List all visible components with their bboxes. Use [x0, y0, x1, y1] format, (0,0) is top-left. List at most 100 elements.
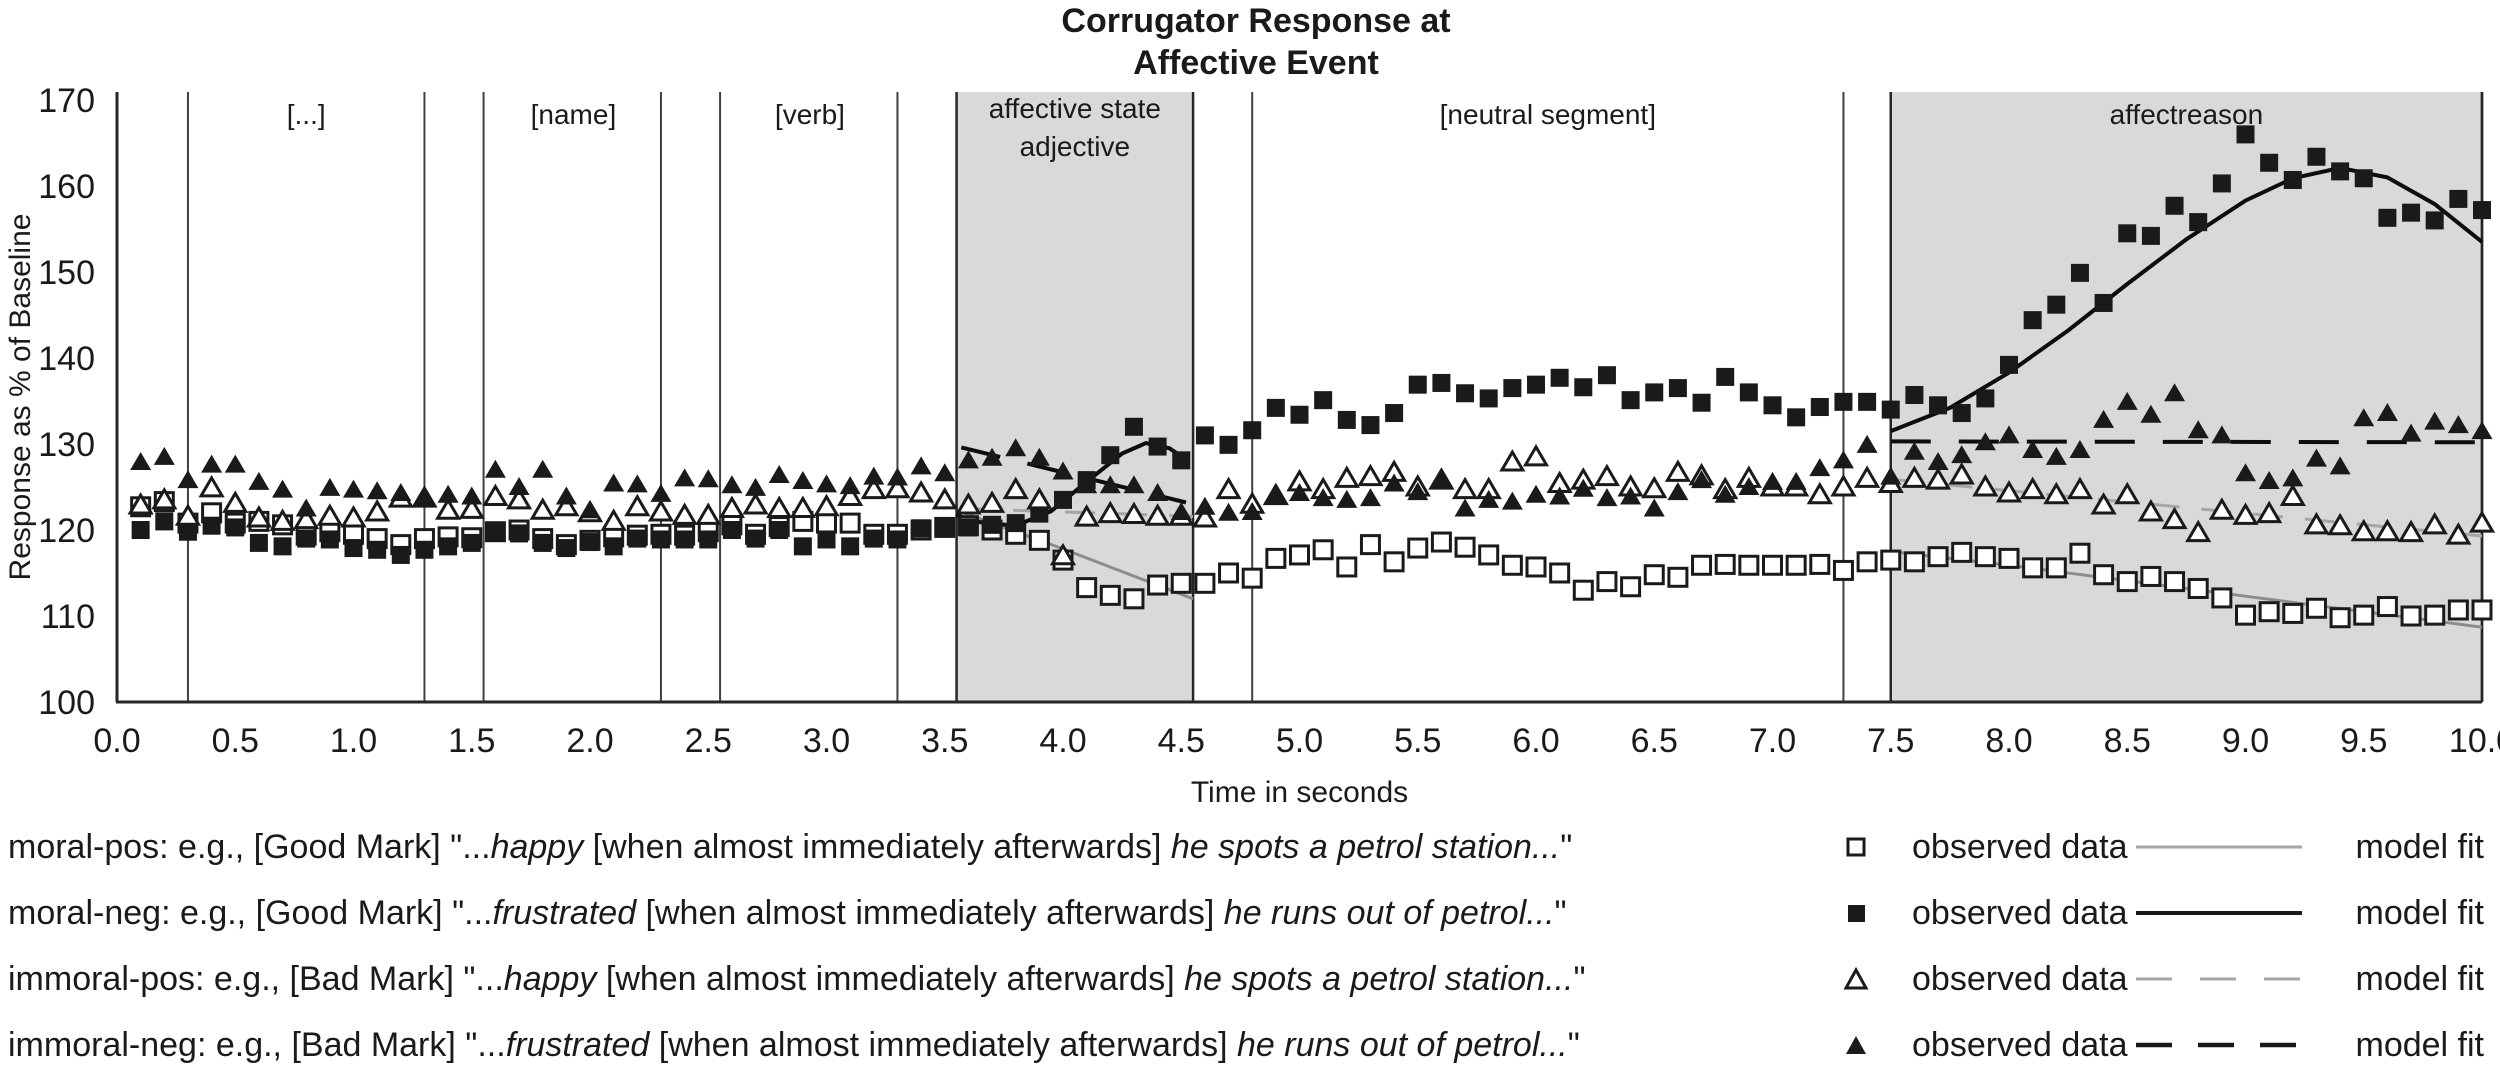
- data-point-immoral-pos: [2374, 518, 2401, 542]
- data-point-immoral-neg: [1596, 488, 1618, 507]
- data-point-moral-neg: [746, 529, 765, 548]
- data-point-moral-pos: [1147, 574, 1169, 596]
- data-point-immoral-pos: [647, 498, 675, 522]
- data-point-moral-pos: [2045, 557, 2067, 579]
- data-point-moral-pos: [1525, 556, 1547, 578]
- open-square-marker-icon: [1828, 834, 1884, 860]
- x-tick-label: 2.0: [566, 722, 613, 760]
- x-tick-label: 3.0: [803, 722, 850, 760]
- legend-description: moral-neg: e.g., [Good Mark] "...frustra…: [8, 893, 1567, 932]
- data-point-moral-neg: [462, 533, 481, 552]
- data-point-moral-neg: [2402, 203, 2421, 222]
- data-point-moral-pos: [1572, 579, 1594, 601]
- data-point-immoral-pos: [1073, 504, 1100, 527]
- data-point-immoral-pos: [1451, 476, 1479, 500]
- data-point-moral-neg: [1550, 368, 1569, 387]
- data-point-moral-pos: [1856, 551, 1878, 573]
- data-point-moral-neg: [675, 530, 694, 549]
- data-point-moral-pos: [1359, 534, 1381, 556]
- data-point-moral-neg: [439, 537, 458, 556]
- data-point-immoral-neg: [2211, 425, 2233, 444]
- data-point-immoral-neg: [2069, 440, 2091, 459]
- data-point-moral-neg: [2378, 208, 2397, 227]
- model-fit-label: model fit: [2355, 1025, 2485, 1064]
- data-point-moral-neg: [604, 537, 623, 556]
- data-point-moral-pos: [1454, 536, 1476, 558]
- data-point-moral-neg: [1456, 384, 1475, 403]
- y-tick-label: 130: [38, 426, 95, 464]
- x-tick-label: 0.5: [212, 722, 259, 760]
- data-point-immoral-neg: [934, 463, 956, 482]
- fit-line-immoral-neg-model-fit: [1890, 439, 2483, 445]
- data-point-immoral-neg: [319, 477, 341, 496]
- data-point-moral-neg: [2236, 125, 2255, 144]
- data-point-immoral-pos: [1002, 476, 1029, 500]
- data-point-immoral-neg: [1028, 447, 1050, 466]
- data-point-immoral-neg: [1194, 496, 1216, 515]
- data-point-immoral-pos: [434, 497, 462, 520]
- y-tick-label: 100: [38, 684, 95, 722]
- data-point-immoral-pos: [1191, 504, 1219, 528]
- data-point-moral-neg: [2473, 201, 2491, 220]
- data-point-moral-pos: [2424, 604, 2446, 626]
- data-point-immoral-neg: [1170, 501, 1192, 520]
- data-point-moral-neg: [770, 521, 789, 539]
- fit-line-moral-neg-model-fit: [1890, 165, 2484, 433]
- data-point-immoral-pos: [2185, 519, 2212, 543]
- data-point-immoral-pos: [766, 495, 793, 518]
- data-point-moral-pos: [2069, 542, 2091, 564]
- model-fit-label: model fit: [2355, 893, 2485, 932]
- data-point-immoral-neg: [1762, 471, 1783, 490]
- data-point-immoral-neg: [2329, 456, 2351, 475]
- data-point-immoral-pos: [789, 495, 816, 518]
- x-tick-label: 2.5: [685, 722, 732, 760]
- data-point-immoral-neg: [153, 446, 175, 465]
- data-point-moral-neg: [297, 529, 316, 548]
- data-point-immoral-neg: [2258, 470, 2280, 489]
- data-point-moral-pos: [1430, 531, 1452, 553]
- data-point-immoral-pos: [837, 483, 864, 506]
- data-point-immoral-pos: [1026, 486, 1053, 510]
- data-point-immoral-pos: [269, 508, 296, 531]
- data-point-moral-neg: [2023, 311, 2042, 330]
- data-point-immoral-neg: [2376, 403, 2398, 422]
- data-point-immoral-pos: [198, 474, 225, 498]
- data-point-moral-pos: [2471, 599, 2493, 621]
- data-point-immoral-pos: [2421, 511, 2448, 535]
- y-tick-label: 120: [38, 512, 95, 550]
- data-point-immoral-pos: [2019, 476, 2046, 500]
- data-point-moral-neg: [817, 530, 836, 549]
- data-point-moral-pos: [2258, 601, 2280, 623]
- data-point-moral-pos: [1596, 571, 1618, 593]
- data-point-moral-pos: [1312, 539, 1334, 561]
- x-tick-label: 10.0: [2449, 722, 2500, 760]
- data-point-moral-neg: [1834, 392, 1853, 411]
- x-tick-label: 1.0: [330, 722, 377, 760]
- corrugator-response-chart: [...] [name] [verb] [neutral segment] affect…: [4, 2, 2500, 809]
- data-point-immoral-pos: [931, 486, 958, 510]
- data-point-moral-pos: [1974, 546, 1996, 568]
- data-point-moral-pos: [2187, 577, 2209, 599]
- data-point-moral-neg: [1976, 389, 1995, 408]
- data-point-immoral-pos: [1215, 476, 1242, 500]
- data-point-moral-neg: [320, 530, 339, 549]
- data-point-moral-pos: [1667, 566, 1689, 588]
- data-point-immoral-neg: [1572, 478, 1594, 497]
- data-point-immoral-pos: [671, 502, 698, 525]
- data-point-moral-neg: [1148, 437, 1167, 456]
- data-point-immoral-neg: [697, 469, 719, 488]
- data-point-immoral-neg: [177, 470, 199, 489]
- fit-line-immoral-neg-model-fit: [960, 445, 1187, 505]
- data-point-moral-pos: [1099, 584, 1121, 606]
- data-point-immoral-neg: [248, 471, 270, 490]
- data-point-immoral-pos: [553, 493, 580, 517]
- x-tick-label: 6.5: [1631, 722, 1678, 760]
- x-tick-label: 3.5: [921, 722, 968, 760]
- data-point-immoral-pos: [2043, 481, 2070, 505]
- data-point-moral-neg: [1621, 391, 1640, 410]
- data-point-immoral-neg: [2447, 415, 2469, 434]
- data-point-immoral-neg: [745, 477, 767, 496]
- data-point-immoral-pos: [2303, 511, 2330, 535]
- data-point-moral-pos: [1501, 554, 1523, 576]
- data-point-immoral-neg: [2164, 383, 2186, 402]
